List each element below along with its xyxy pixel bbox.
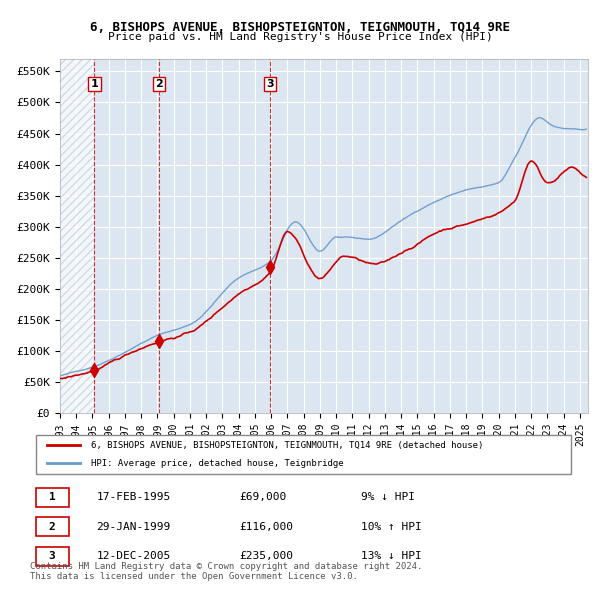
Text: Contains HM Land Registry data © Crown copyright and database right 2024.
This d: Contains HM Land Registry data © Crown c…	[30, 562, 422, 581]
FancyBboxPatch shape	[35, 488, 68, 507]
Text: 9% ↓ HPI: 9% ↓ HPI	[361, 493, 415, 502]
Text: 29-JAN-1999: 29-JAN-1999	[96, 522, 170, 532]
Text: 13% ↓ HPI: 13% ↓ HPI	[361, 552, 422, 561]
Text: 10% ↑ HPI: 10% ↑ HPI	[361, 522, 422, 532]
Text: £116,000: £116,000	[240, 522, 294, 532]
Text: 1: 1	[91, 79, 98, 88]
FancyBboxPatch shape	[35, 517, 68, 536]
FancyBboxPatch shape	[35, 547, 68, 566]
FancyBboxPatch shape	[35, 435, 571, 474]
Text: £69,000: £69,000	[240, 493, 287, 502]
Text: 2: 2	[49, 522, 55, 532]
Text: Price paid vs. HM Land Registry's House Price Index (HPI): Price paid vs. HM Land Registry's House …	[107, 32, 493, 42]
Bar	[60, 59, 94, 413]
Text: £235,000: £235,000	[240, 552, 294, 561]
Text: 2: 2	[155, 79, 163, 88]
Text: 17-FEB-1995: 17-FEB-1995	[96, 493, 170, 502]
Text: 12-DEC-2005: 12-DEC-2005	[96, 552, 170, 561]
Text: 6, BISHOPS AVENUE, BISHOPSTEIGNTON, TEIGNMOUTH, TQ14 9RE: 6, BISHOPS AVENUE, BISHOPSTEIGNTON, TEIG…	[90, 21, 510, 34]
Text: 6, BISHOPS AVENUE, BISHOPSTEIGNTON, TEIGNMOUTH, TQ14 9RE (detached house): 6, BISHOPS AVENUE, BISHOPSTEIGNTON, TEIG…	[91, 441, 483, 450]
Text: 1: 1	[49, 493, 55, 502]
Text: 3: 3	[49, 552, 55, 561]
Text: 3: 3	[266, 79, 274, 88]
Text: HPI: Average price, detached house, Teignbridge: HPI: Average price, detached house, Teig…	[91, 459, 343, 468]
